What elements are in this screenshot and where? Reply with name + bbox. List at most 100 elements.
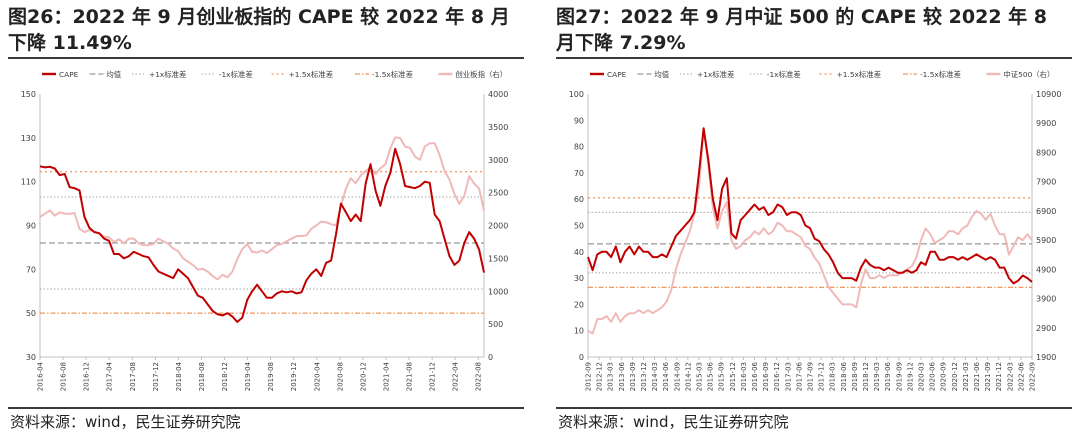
x-tick-label: 2018-03 [829,362,837,391]
x-tick-label: 2021-04 [382,361,390,391]
legend: CAPE 均值 +1x标准差 -1x标准差 +1.5x标准差 -1.5x标准差 中证500（… [590,70,1054,79]
source-divider [8,407,524,409]
x-tick-label: 2012-09 [585,362,593,391]
chinext-cape-chart: CAPE 均值 +1x标准差 -1x标准差 +1.5x标准差 -1.5x标准差 创业板指（右… [21,70,509,391]
x-tick-label: 2012-12 [596,362,604,391]
x-tick-label: 2018-08 [198,362,206,391]
x-tick-label: 2018-12 [862,362,870,391]
legend-label-index: 中证500（右） [1003,70,1054,79]
chart-panel-chinext: 图26：2022 年 9 月创业板指的 CAPE 较 2022 年 8 月下降 … [8,6,524,431]
x-tick-label: 2014-06 [662,361,670,391]
legend-label-minus1: -1x标准差 [767,70,801,79]
x-tick-label: 2022-09 [1029,362,1037,391]
y-tick-label: 100 [569,90,584,99]
legend-label-plus15: +1.5x标准差 [289,70,334,79]
y2-tick-label: 4000 [488,90,508,99]
y-tick-label: 80 [574,143,584,152]
y-tick-label: 70 [26,265,36,274]
x-tick-label: 2021-08 [406,362,414,391]
x-tick-label: 2017-03 [784,362,792,391]
x-tick-label: 2020-12 [951,362,959,391]
y-tick-label: 130 [21,134,36,143]
x-tick-label: 2022-04 [452,361,460,391]
y-tick-label: 0 [579,353,584,362]
legend-label-mean: 均值 [654,70,669,79]
chart-title: 图26：2022 年 9 月创业板指的 CAPE 较 2022 年 8 月下降 … [8,6,510,54]
y-tick-label: 30 [574,274,584,283]
y2-tick-label: 6900 [1036,207,1056,216]
legend-label-minus15: -1.5x标准差 [920,70,961,79]
x-tick-label: 2020-09 [940,362,948,391]
x-tick-label: 2020-06 [929,361,937,391]
y2-tick-label: 5900 [1036,236,1056,245]
x-tick-label: 2022-06 [1017,361,1025,391]
x-tick-label: 2020-04 [313,361,321,391]
x-tick-label: 2019-12 [290,362,298,391]
x-tick-label: 2016-12 [83,362,91,391]
y2-tick-label: 3000 [488,156,508,165]
x-tick-label: 2016-08 [60,362,68,391]
y-tick-label: 110 [21,178,36,187]
x-tick-label: 2013-03 [607,362,615,391]
x-tick-label: 2020-03 [918,362,926,391]
y2-tick-label: 9900 [1036,119,1056,128]
x-tick-label: 2014-09 [673,362,681,391]
x-tick-label: 2017-08 [129,362,137,391]
source-note: 资料来源：wind，民生证券研究院 [558,413,789,431]
x-tick-label: 2017-12 [818,362,826,391]
x-tick-label: 2019-09 [895,362,903,391]
x-tick-label: 2018-04 [175,361,183,391]
x-tick-label: 2021-09 [984,362,992,391]
x-tick-label: 2014-12 [684,362,692,391]
x-tick-label: 2013-12 [640,362,648,391]
y2-tick-label: 1900 [1036,353,1056,362]
x-tick-label: 2013-09 [629,362,637,391]
legend-label-cape: CAPE [607,70,627,79]
x-tick-label: 2016-09 [762,362,770,391]
y-tick-label: 90 [26,222,36,231]
source-divider [556,407,1072,409]
x-tick-label: 2016-04 [37,361,45,391]
x-tick-label: 2021-12 [995,362,1003,391]
y2-tick-label: 2900 [1036,324,1056,333]
y2-tick-label: 10900 [1036,90,1061,99]
y2-tick-label: 2000 [488,222,508,231]
y2-tick-label: 500 [488,320,503,329]
x-tick-label: 2018-12 [221,362,229,391]
y-tick-label: 70 [574,169,584,178]
x-tick-label: 2020-08 [336,362,344,391]
legend-label-plus15: +1.5x标准差 [837,70,882,79]
x-tick-label: 2015-03 [696,362,704,391]
x-tick-label: 2016-03 [740,362,748,391]
x-tick-label: 2019-08 [267,362,275,391]
y-tick-label: 40 [574,248,584,257]
x-tick-label: 2019-06 [884,361,892,391]
x-tick-label: 2019-04 [244,361,252,391]
legend-label-plus1: +1x标准差 [149,70,186,79]
index-series-line [587,128,1033,335]
x-tick-label: 2018-06 [840,361,848,391]
y2-tick-label: 1000 [488,287,508,296]
y2-tick-label: 8900 [1036,148,1056,157]
title-divider [556,57,1072,59]
y2-tick-label: 1500 [488,254,508,263]
legend-label-mean: 均值 [106,70,121,79]
x-tick-label: 2014-03 [651,362,659,391]
title-divider [8,57,524,59]
y2-tick-label: 3900 [1036,295,1056,304]
legend-label-minus1: -1x标准差 [219,70,253,79]
x-tick-label: 2017-06 [795,361,803,391]
x-tick-label: 2021-12 [429,362,437,391]
y-tick-label: 50 [26,309,36,318]
x-tick-label: 2015-06 [707,361,715,391]
x-tick-label: 2019-12 [906,362,914,391]
x-tick-label: 2018-09 [851,362,859,391]
x-tick-label: 2020-12 [359,362,367,391]
x-tick-label: 2016-06 [751,361,759,391]
y-tick-label: 90 [574,116,584,125]
legend-label-minus15: -1.5x标准差 [372,70,413,79]
chart-panel-csi500: 图27：2022 年 9 月中证 500 的 CAPE 较 2022 年 8 月… [548,0,1080,432]
legend-label-cape: CAPE [59,70,79,79]
y2-tick-label: 7900 [1036,178,1056,187]
index-series-line [39,136,485,281]
